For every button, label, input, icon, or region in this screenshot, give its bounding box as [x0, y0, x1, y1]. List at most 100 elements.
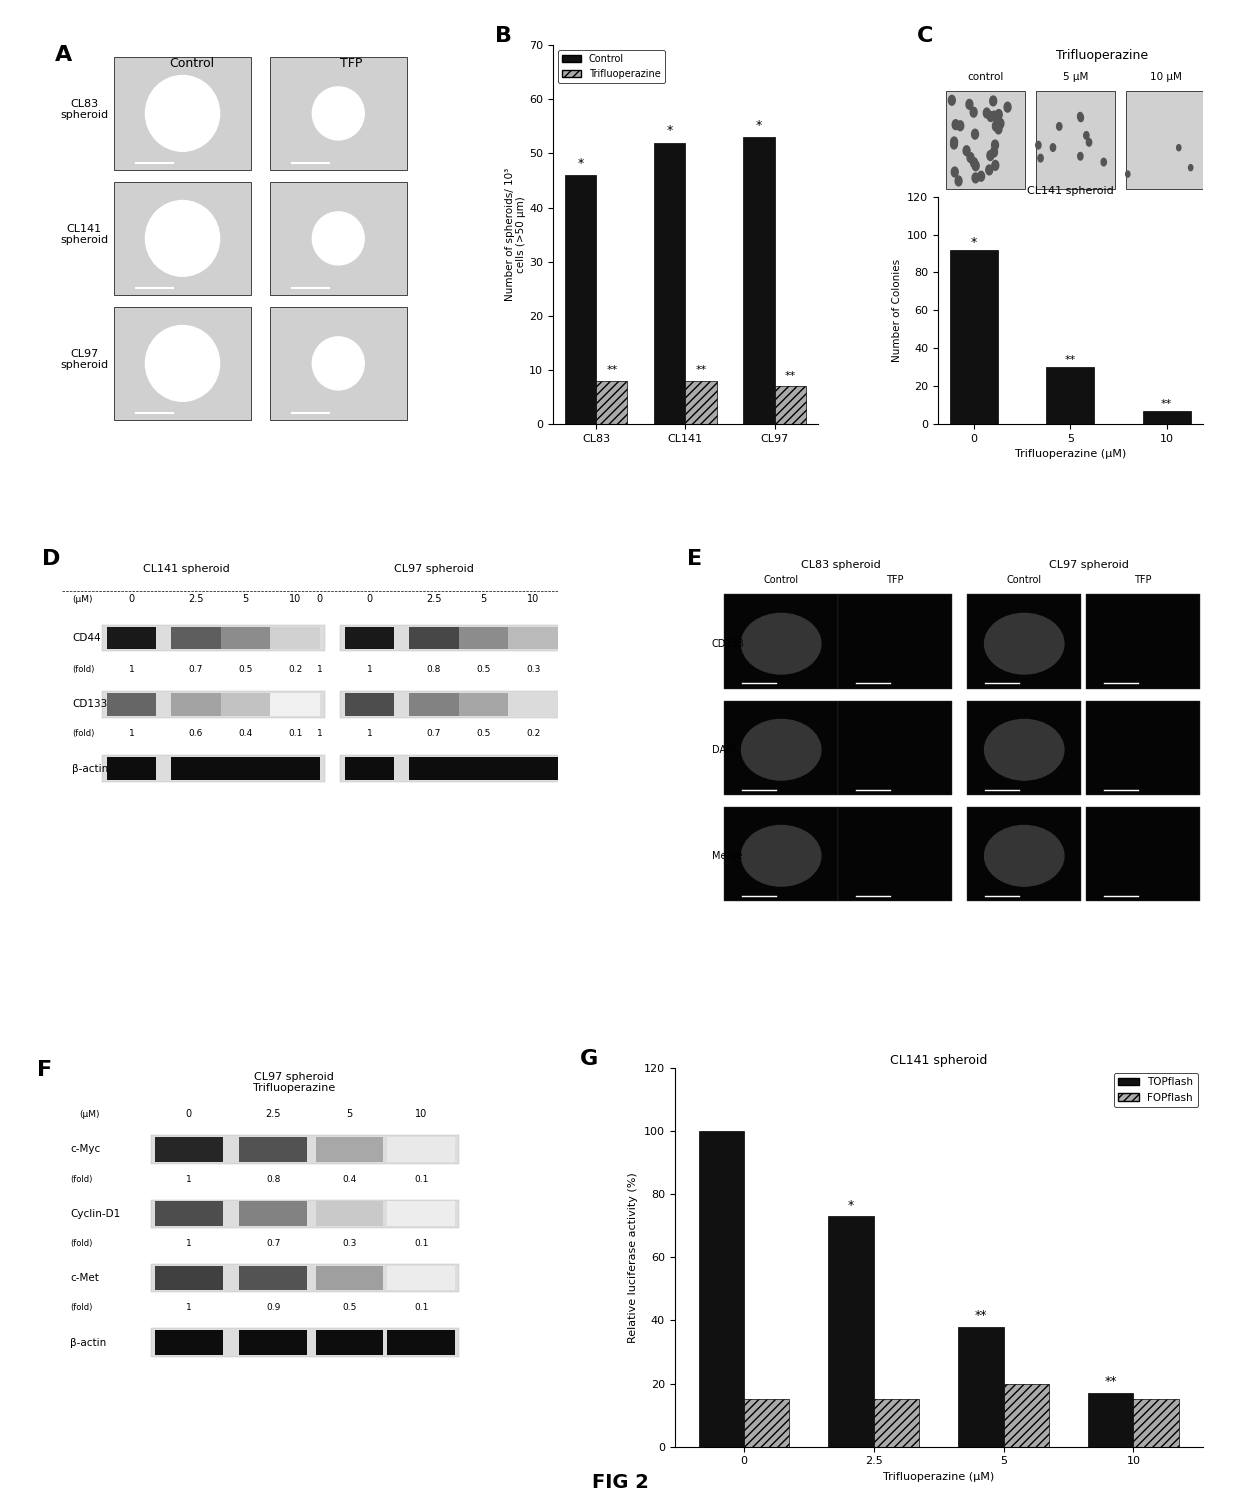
Circle shape [997, 119, 1004, 128]
FancyBboxPatch shape [315, 1266, 383, 1290]
Text: 0.2: 0.2 [526, 729, 541, 738]
Text: 5: 5 [242, 594, 249, 604]
FancyBboxPatch shape [239, 1201, 308, 1227]
FancyBboxPatch shape [151, 1328, 459, 1356]
FancyBboxPatch shape [171, 693, 221, 716]
Circle shape [972, 173, 978, 182]
FancyBboxPatch shape [967, 701, 1081, 796]
Circle shape [996, 110, 1002, 119]
Circle shape [994, 124, 1002, 134]
FancyBboxPatch shape [221, 693, 270, 716]
Text: 10: 10 [527, 594, 539, 604]
FancyBboxPatch shape [1086, 701, 1200, 796]
Text: Merge: Merge [712, 851, 743, 860]
Text: 1: 1 [186, 1304, 192, 1313]
FancyBboxPatch shape [155, 1201, 222, 1227]
Text: 0.7: 0.7 [188, 665, 203, 674]
FancyBboxPatch shape [114, 306, 252, 420]
Circle shape [312, 87, 365, 140]
FancyBboxPatch shape [1035, 90, 1116, 190]
Text: 0.8: 0.8 [267, 1174, 280, 1183]
Text: CL97
spheroid: CL97 spheroid [61, 348, 108, 371]
Text: **: ** [606, 365, 618, 375]
Bar [565, 175, 596, 423]
Text: DAPI: DAPI [712, 744, 735, 755]
FancyBboxPatch shape [967, 806, 1081, 901]
Text: FIG 2: FIG 2 [591, 1472, 649, 1492]
Circle shape [1078, 113, 1083, 121]
Circle shape [1078, 152, 1083, 160]
Bar [1003, 1383, 1049, 1447]
Text: *: * [756, 119, 763, 131]
Bar [1133, 1400, 1179, 1447]
Circle shape [955, 176, 962, 185]
FancyBboxPatch shape [508, 627, 558, 650]
FancyBboxPatch shape [459, 758, 508, 781]
Text: (fold): (fold) [72, 729, 94, 738]
Text: CL83 spheroid: CL83 spheroid [801, 561, 880, 570]
FancyBboxPatch shape [151, 1135, 459, 1163]
Circle shape [986, 164, 993, 175]
Text: 1: 1 [317, 665, 322, 674]
FancyBboxPatch shape [387, 1138, 455, 1162]
Circle shape [742, 826, 821, 886]
FancyBboxPatch shape [239, 1331, 308, 1355]
Circle shape [1086, 139, 1091, 146]
FancyBboxPatch shape [270, 693, 320, 716]
Text: TFP: TFP [340, 57, 362, 69]
Circle shape [145, 75, 219, 151]
FancyBboxPatch shape [387, 1266, 455, 1290]
FancyBboxPatch shape [838, 806, 952, 901]
Text: CL141
spheroid: CL141 spheroid [61, 225, 108, 246]
Y-axis label: Relative luciferase activity (%): Relative luciferase activity (%) [629, 1172, 639, 1343]
Text: 0.4: 0.4 [342, 1174, 356, 1183]
Bar [874, 1400, 919, 1447]
Text: 0.2: 0.2 [288, 665, 303, 674]
FancyBboxPatch shape [838, 594, 952, 689]
Circle shape [972, 130, 978, 139]
Text: 5: 5 [480, 594, 487, 604]
Text: *: * [667, 124, 673, 137]
Circle shape [992, 121, 999, 131]
Text: 2.5: 2.5 [265, 1109, 281, 1120]
Text: control: control [967, 72, 1003, 81]
FancyBboxPatch shape [459, 693, 508, 716]
Title: CL141 spheroid: CL141 spheroid [890, 1053, 987, 1067]
Circle shape [990, 96, 997, 105]
Text: 0.1: 0.1 [288, 729, 303, 738]
Text: 1: 1 [367, 729, 372, 738]
Circle shape [991, 148, 997, 157]
Circle shape [967, 152, 973, 163]
FancyBboxPatch shape [409, 627, 459, 650]
Text: β-actin: β-actin [72, 764, 108, 773]
Text: 0: 0 [129, 594, 134, 604]
FancyBboxPatch shape [724, 594, 838, 689]
Text: CD133: CD133 [712, 639, 744, 648]
FancyBboxPatch shape [724, 701, 838, 796]
Circle shape [742, 613, 821, 674]
FancyBboxPatch shape [345, 758, 394, 781]
FancyBboxPatch shape [345, 627, 394, 650]
Text: **: ** [1105, 1376, 1117, 1388]
Text: CL141 spheroid: CL141 spheroid [143, 564, 229, 574]
Text: (fold): (fold) [71, 1304, 93, 1313]
FancyBboxPatch shape [409, 758, 459, 781]
FancyBboxPatch shape [102, 692, 325, 717]
Text: 0.5: 0.5 [342, 1304, 357, 1313]
FancyBboxPatch shape [155, 1138, 222, 1162]
Bar [744, 1400, 790, 1447]
Text: (μM): (μM) [72, 595, 93, 604]
Text: CL83
spheroid: CL83 spheroid [61, 99, 108, 121]
Text: 0.1: 0.1 [414, 1174, 428, 1183]
Text: 0.5: 0.5 [238, 665, 253, 674]
Text: 0.4: 0.4 [238, 729, 253, 738]
FancyBboxPatch shape [724, 806, 838, 901]
Bar [959, 1326, 1003, 1447]
FancyBboxPatch shape [269, 57, 407, 170]
Circle shape [991, 112, 998, 121]
FancyBboxPatch shape [270, 758, 320, 781]
Text: 0.1: 0.1 [414, 1239, 428, 1248]
FancyBboxPatch shape [387, 1331, 455, 1355]
Text: CL97 spheroid: CL97 spheroid [394, 564, 474, 574]
Circle shape [1189, 164, 1193, 170]
